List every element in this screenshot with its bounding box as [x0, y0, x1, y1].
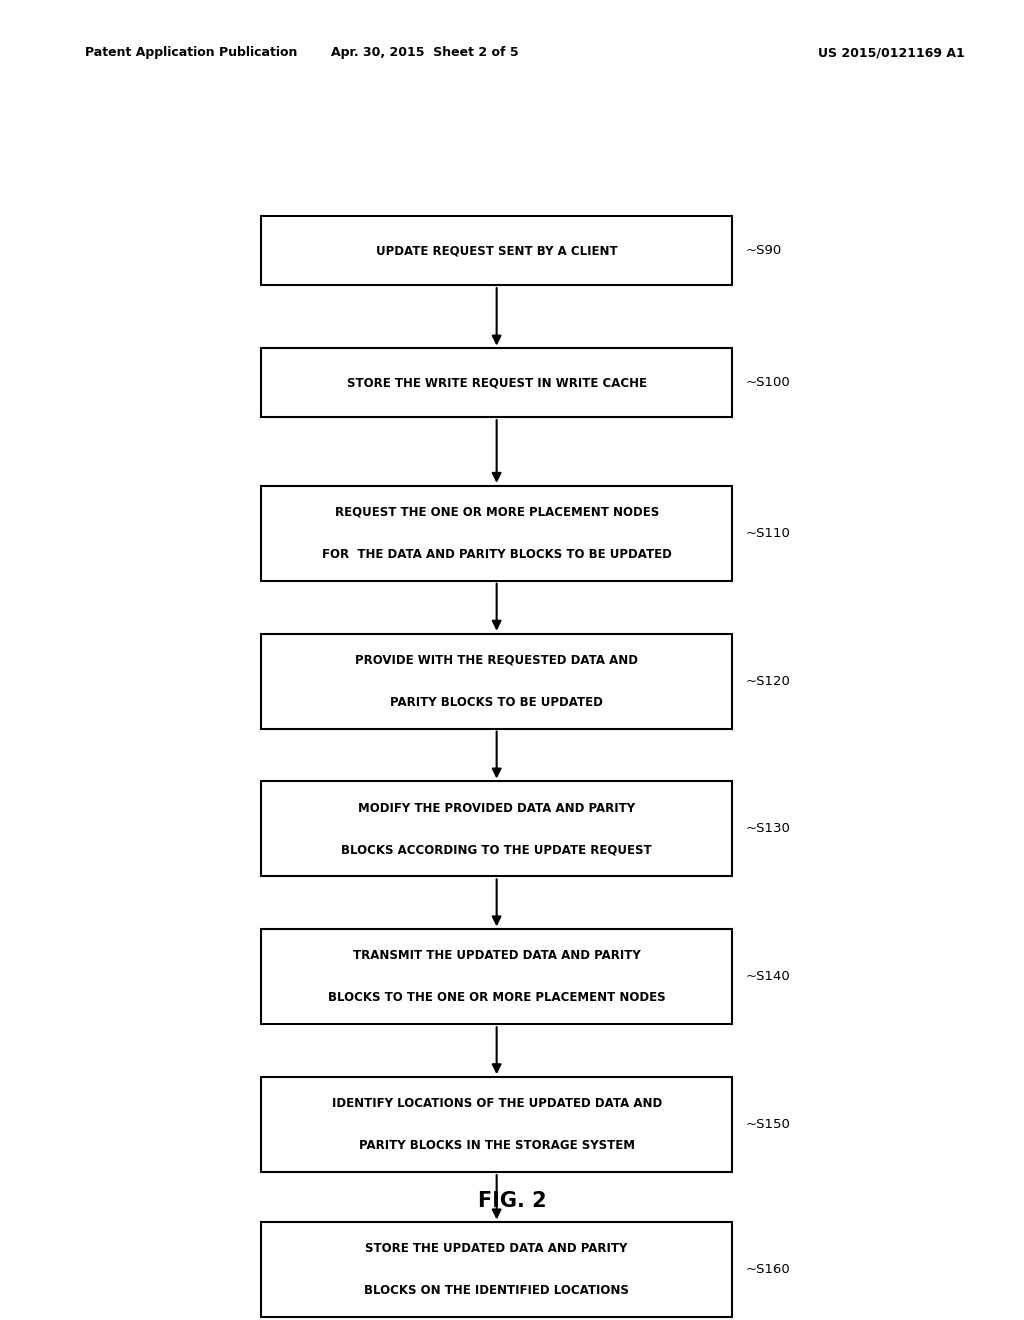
- Text: ~S120: ~S120: [745, 675, 791, 688]
- Text: BLOCKS ACCORDING TO THE UPDATE REQUEST: BLOCKS ACCORDING TO THE UPDATE REQUEST: [341, 843, 652, 857]
- Text: IDENTIFY LOCATIONS OF THE UPDATED DATA AND: IDENTIFY LOCATIONS OF THE UPDATED DATA A…: [332, 1097, 662, 1110]
- FancyBboxPatch shape: [261, 929, 732, 1024]
- Text: BLOCKS TO THE ONE OR MORE PLACEMENT NODES: BLOCKS TO THE ONE OR MORE PLACEMENT NODE…: [328, 991, 666, 1005]
- FancyBboxPatch shape: [261, 348, 732, 417]
- Text: REQUEST THE ONE OR MORE PLACEMENT NODES: REQUEST THE ONE OR MORE PLACEMENT NODES: [335, 506, 658, 519]
- Text: ~S150: ~S150: [745, 1118, 791, 1131]
- Text: STORE THE WRITE REQUEST IN WRITE CACHE: STORE THE WRITE REQUEST IN WRITE CACHE: [347, 376, 646, 389]
- Text: MODIFY THE PROVIDED DATA AND PARITY: MODIFY THE PROVIDED DATA AND PARITY: [358, 801, 635, 814]
- Text: Patent Application Publication: Patent Application Publication: [85, 46, 297, 59]
- Text: ~S140: ~S140: [745, 970, 791, 983]
- Text: PARITY BLOCKS TO BE UPDATED: PARITY BLOCKS TO BE UPDATED: [390, 696, 603, 709]
- Text: ~S90: ~S90: [745, 244, 781, 257]
- Text: Apr. 30, 2015  Sheet 2 of 5: Apr. 30, 2015 Sheet 2 of 5: [331, 46, 519, 59]
- Text: STORE THE UPDATED DATA AND PARITY: STORE THE UPDATED DATA AND PARITY: [366, 1242, 628, 1255]
- FancyBboxPatch shape: [261, 781, 732, 876]
- Text: ~S100: ~S100: [745, 376, 791, 389]
- Text: ~S110: ~S110: [745, 527, 791, 540]
- Text: US 2015/0121169 A1: US 2015/0121169 A1: [817, 46, 965, 59]
- FancyBboxPatch shape: [261, 486, 732, 581]
- FancyBboxPatch shape: [261, 634, 732, 729]
- Text: FIG. 2: FIG. 2: [477, 1191, 547, 1212]
- Text: FOR  THE DATA AND PARITY BLOCKS TO BE UPDATED: FOR THE DATA AND PARITY BLOCKS TO BE UPD…: [322, 548, 672, 561]
- Text: ~S160: ~S160: [745, 1263, 791, 1276]
- Text: TRANSMIT THE UPDATED DATA AND PARITY: TRANSMIT THE UPDATED DATA AND PARITY: [352, 949, 641, 962]
- Text: PROVIDE WITH THE REQUESTED DATA AND: PROVIDE WITH THE REQUESTED DATA AND: [355, 653, 638, 667]
- FancyBboxPatch shape: [261, 216, 732, 285]
- Text: UPDATE REQUEST SENT BY A CLIENT: UPDATE REQUEST SENT BY A CLIENT: [376, 244, 617, 257]
- Text: PARITY BLOCKS IN THE STORAGE SYSTEM: PARITY BLOCKS IN THE STORAGE SYSTEM: [358, 1139, 635, 1152]
- Text: ~S130: ~S130: [745, 822, 791, 836]
- Text: BLOCKS ON THE IDENTIFIED LOCATIONS: BLOCKS ON THE IDENTIFIED LOCATIONS: [365, 1284, 629, 1298]
- FancyBboxPatch shape: [261, 1077, 732, 1172]
- FancyBboxPatch shape: [261, 1222, 732, 1317]
